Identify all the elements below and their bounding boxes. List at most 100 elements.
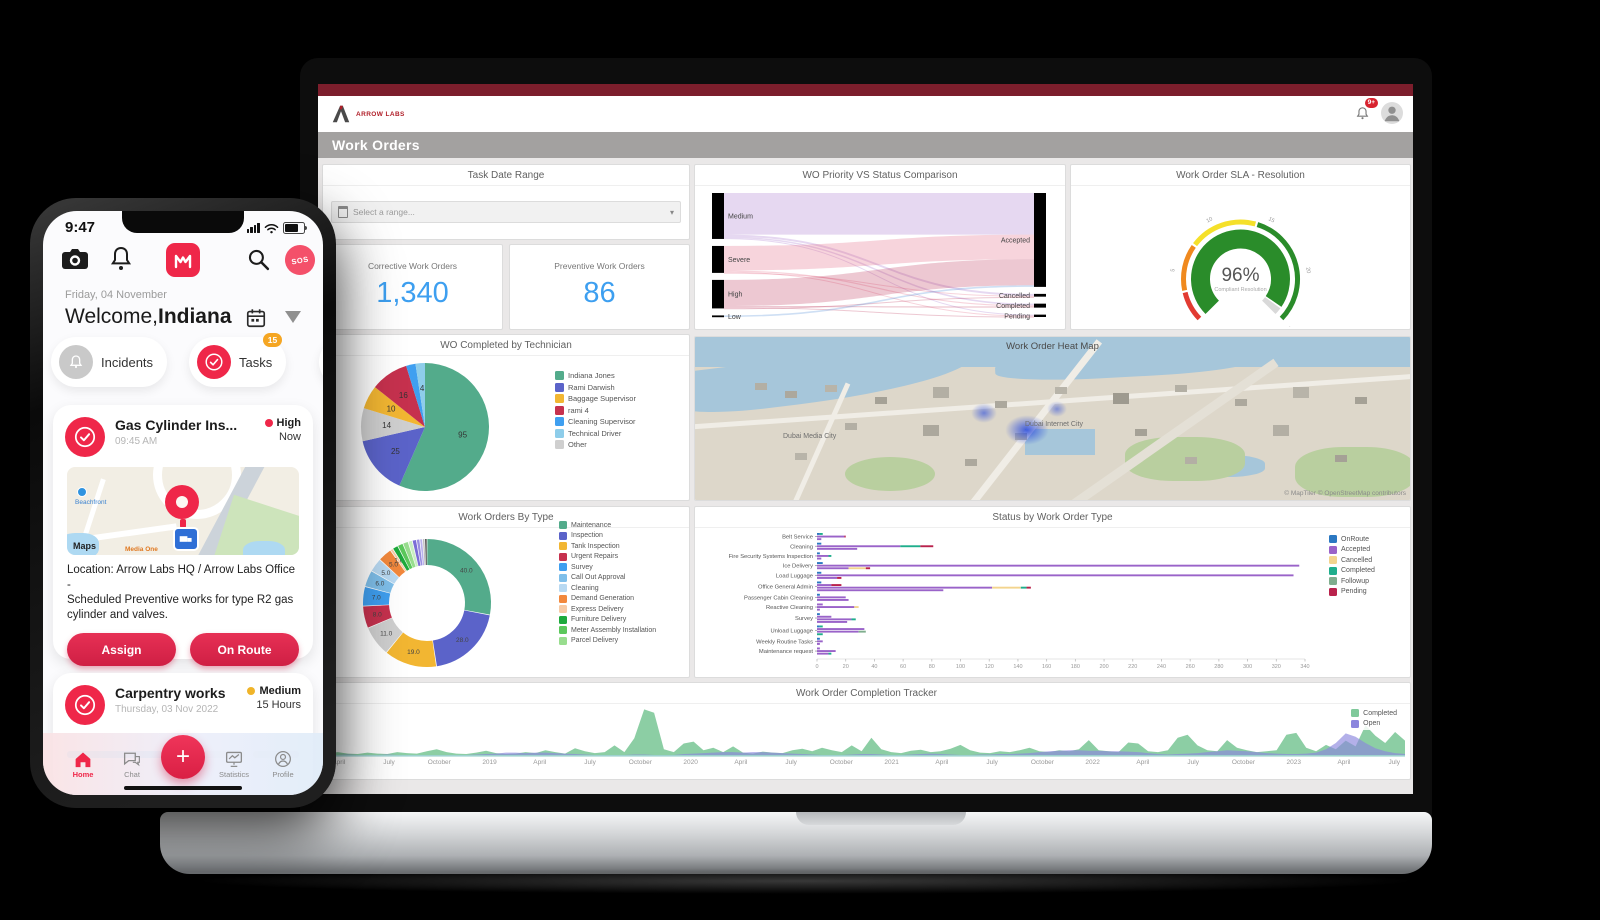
incidents-pill[interactable]: Incidents — [51, 337, 168, 387]
bar-segment — [817, 584, 832, 586]
svg-text:Office General Admin: Office General Admin — [758, 584, 813, 590]
sos-button[interactable]: SOS — [282, 242, 318, 278]
tab-home[interactable]: Home — [63, 750, 103, 779]
bar-segment — [817, 567, 849, 570]
area-series[interactable] — [328, 709, 1405, 755]
tab-chat[interactable]: Chat — [112, 750, 152, 779]
chevron-down-icon[interactable]: ▾ — [669, 207, 674, 217]
legend-swatch — [555, 405, 564, 415]
bar-segment — [817, 615, 832, 618]
svg-text:20: 20 — [843, 664, 849, 670]
kpi-value: 86 — [583, 277, 616, 309]
pie-slice[interactable] — [374, 365, 425, 427]
pie-slice[interactable] — [362, 427, 425, 486]
donut-slice[interactable] — [393, 546, 410, 571]
sankey-link[interactable] — [724, 270, 1034, 307]
task-location: Location: Arrow Labs HQ / Arrow Labs Off… — [67, 564, 295, 591]
task-card[interactable]: Gas Cylinder Ins... 09:45 AM High Now — [53, 405, 313, 666]
type-donut-chart[interactable]: 40.028.019.011.08.07.06.05.05.01.0 — [339, 525, 519, 675]
search-icon[interactable] — [246, 247, 271, 272]
sankey-link[interactable] — [724, 306, 1034, 308]
legend-item: Tank Inspection — [559, 542, 656, 550]
sankey-link[interactable] — [724, 193, 1034, 235]
sankey-link[interactable] — [724, 234, 1034, 296]
donut-slice[interactable] — [412, 539, 421, 566]
donut-slice[interactable] — [398, 543, 413, 570]
sankey-link[interactable] — [724, 296, 1034, 310]
sankey-node — [1034, 293, 1046, 297]
on-route-button[interactable]: On Route — [190, 633, 299, 666]
pie-slice[interactable] — [361, 408, 425, 442]
pie-slice[interactable] — [399, 363, 489, 491]
sankey-link[interactable] — [724, 272, 1034, 297]
x-tick-label: 2023 — [1286, 759, 1301, 766]
legend-item: Open — [1351, 719, 1397, 728]
heat-blob — [1005, 415, 1049, 445]
home-indicator[interactable] — [124, 785, 242, 790]
phone-device: 9:47 — [30, 198, 336, 808]
donut-slice[interactable] — [390, 549, 407, 572]
user-avatar[interactable] — [1381, 102, 1403, 124]
app-logo-icon[interactable] — [166, 243, 200, 277]
filter-icon[interactable] — [285, 311, 301, 323]
pie-slice[interactable] — [363, 387, 425, 427]
tab-profile[interactable]: Profile — [263, 750, 303, 779]
sankey-link[interactable] — [724, 259, 1034, 307]
sankey-link[interactable] — [724, 271, 1034, 317]
sankey-link[interactable] — [724, 307, 1034, 318]
arrow-labs-logo-icon — [332, 105, 350, 123]
camera-icon[interactable] — [61, 247, 89, 271]
donut-slice[interactable] — [403, 541, 416, 568]
status-bar-chart[interactable]: 0 20 40 60 80 100 120 140 160 180 200 220 240 260 280 3… — [699, 525, 1319, 675]
bell-icon[interactable] — [109, 246, 133, 272]
tasks-badge: 15 — [262, 333, 283, 347]
sankey-link[interactable] — [724, 234, 1034, 271]
profile-icon — [275, 750, 291, 767]
task-check-icon — [65, 417, 105, 457]
donut-slice[interactable] — [363, 586, 391, 606]
legend-item: Technical Driver — [555, 428, 636, 438]
completion-tracker-chart[interactable] — [328, 703, 1405, 757]
donut-slice[interactable] — [368, 617, 404, 653]
donut-slice[interactable] — [363, 604, 393, 628]
calendar-icon[interactable] — [245, 307, 267, 329]
task-map[interactable]: Beachfront Media One Maps — [67, 467, 299, 555]
gauge-chart[interactable]: 0 5 10 15 20 25 96%Compliant Resolution — [1074, 183, 1407, 327]
work-order-heat-map[interactable]: Work Order Heat Map Dubai Internet City … — [695, 337, 1410, 500]
more-pill[interactable] — [319, 337, 323, 387]
donut-slice[interactable] — [380, 550, 406, 578]
svg-text:95: 95 — [458, 430, 467, 439]
donut-slice[interactable] — [432, 609, 490, 667]
svg-text:Low: Low — [728, 314, 742, 321]
assign-button[interactable]: Assign — [67, 633, 176, 666]
browser-chrome-strip — [318, 84, 1413, 96]
bar-segment — [817, 586, 993, 589]
date-range-input[interactable]: Select a range... ▾ — [331, 201, 681, 223]
map-attribution: © MapTiler © OpenStreetMap contributors — [1284, 490, 1406, 497]
tab-statistics[interactable]: Statistics — [214, 750, 254, 779]
legend-swatch — [559, 636, 567, 645]
legend-item: Indiana Jones — [555, 371, 636, 380]
pie-slice[interactable] — [415, 363, 425, 427]
notifications-button[interactable]: 9+ — [1354, 97, 1378, 122]
dashboard-content: Task Date Range Select a range... ▾ Corr… — [318, 158, 1413, 794]
sankey-chart[interactable]: Medium Severe High Low Accepted Cancelled Comp… — [697, 185, 1061, 325]
svg-text:14: 14 — [382, 421, 391, 430]
sankey-node — [1034, 314, 1046, 317]
add-task-fab[interactable]: + — [161, 735, 205, 779]
bar-segment — [817, 628, 865, 630]
donut-slice[interactable] — [426, 539, 491, 615]
sankey-link[interactable] — [724, 285, 1034, 317]
donut-slice[interactable] — [365, 571, 395, 594]
pie-slice[interactable] — [406, 363, 425, 427]
donut-slice[interactable] — [371, 559, 400, 585]
sankey-link[interactable] — [724, 236, 1034, 306]
kpi-label: Preventive Work Orders — [554, 261, 645, 271]
donut-slice[interactable] — [386, 632, 437, 667]
tasks-pill[interactable]: Tasks 15 — [189, 333, 287, 387]
status-legend: OnRoute Accepted Cancelled Completed Followu… — [1329, 535, 1375, 596]
donut-slice[interactable] — [408, 540, 419, 567]
sankey-link[interactable] — [724, 238, 1034, 316]
svg-text:Maintenance request: Maintenance request — [759, 649, 814, 655]
